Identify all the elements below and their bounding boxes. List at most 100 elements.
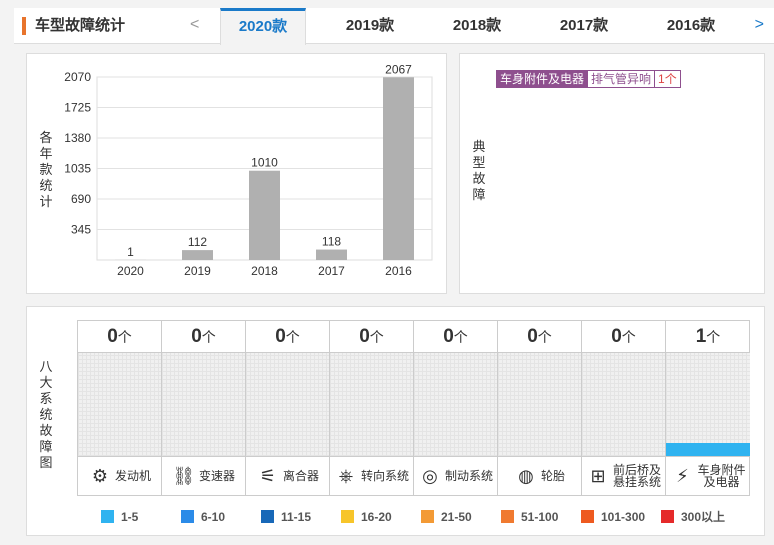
side-char: 图	[39, 455, 53, 470]
count-value: 0	[611, 326, 622, 347]
system-column[interactable]: 0个 ⎈ 转向系统	[330, 321, 414, 495]
side-char: 故	[472, 171, 486, 186]
data-label: 112	[188, 235, 207, 249]
eight-systems-panel: 八 大 系 统 故 障 图 0个 ⚙ 发动机 0个 ⛓ 变速器 0个 ⚟ 离合器 0个 ⎈ 转向系统 0…	[26, 306, 765, 536]
clutch-icon: ⚟	[259, 465, 277, 486]
legend: 1-5 6-10 11-15 16-20 21-50 51-100 101-300 300以上	[101, 508, 741, 525]
legend-item: 6-10	[181, 508, 261, 525]
system-name: 轮胎	[540, 469, 565, 483]
year-chart-side-label: 各 年 款 统 计	[38, 130, 54, 210]
data-label: 118	[322, 235, 341, 249]
system-column[interactable]: 0个 ⚟ 离合器	[246, 321, 330, 495]
system-column[interactable]: 0个 ⊞ 前后桥及 悬挂系统	[582, 321, 666, 495]
system-column[interactable]: 0个 ◎ 制动系统	[414, 321, 498, 495]
count-unit: 个	[453, 329, 468, 345]
system-count: 0个	[162, 321, 245, 353]
system-name: 发动机	[114, 469, 151, 483]
steering-wheel-icon: ⎈	[338, 465, 354, 486]
systems-grid: 0个 ⚙ 发动机 0个 ⛓ 变速器 0个 ⚟ 离合器 0个 ⎈ 转向系统 0个 ◎ 制动系统 0个 ◍ 轮胎 0个 ⊞…	[77, 320, 750, 496]
year-bar-chart: 345 690 1035 1380 1725 2070 1 2020 112 2019 1010 20…	[64, 62, 433, 278]
side-char: 障	[472, 187, 486, 202]
x-tick-label: 2020	[117, 264, 144, 278]
count-unit: 个	[285, 329, 300, 345]
data-label: 1010	[251, 156, 278, 170]
side-char: 八	[39, 359, 53, 374]
prev-arrow-icon[interactable]: <	[190, 16, 200, 33]
legend-label: 16-20	[361, 509, 392, 524]
tire-icon: ◍	[518, 465, 534, 486]
system-column[interactable]: 0个 ⚙ 发动机	[78, 321, 162, 495]
fault-stats-header: 车型故障统计 < 2020款 2019款 2018款 2017款 2016款 >	[14, 8, 774, 45]
legend-label: 300以上	[681, 510, 726, 524]
system-name-line: 前后桥及	[612, 463, 661, 477]
legend-swatch	[661, 510, 674, 523]
legend-label: 21-50	[441, 509, 472, 524]
legend-label: 51-100	[521, 509, 559, 524]
legend-item: 11-15	[261, 508, 341, 525]
legend-label: 6-10	[201, 509, 226, 524]
y-tick-label: 345	[71, 223, 91, 237]
system-bar-area	[162, 353, 245, 457]
system-bar-area	[78, 353, 161, 457]
legend-item: 300以上	[661, 508, 741, 525]
system-name-line: 悬挂系统	[612, 475, 661, 489]
system-name-line: 及电器	[703, 475, 740, 489]
x-tick-label: 2016	[385, 264, 412, 278]
system-column[interactable]: 0个 ⛓ 变速器	[162, 321, 246, 495]
count-unit: 个	[621, 329, 636, 345]
side-char: 大	[39, 375, 53, 390]
legend-swatch	[501, 510, 514, 523]
legend-swatch	[181, 510, 194, 523]
system-label: ⎈ 转向系统	[330, 457, 413, 495]
side-char: 年	[39, 146, 53, 161]
system-name-line: 车身附件	[697, 463, 746, 477]
tab-2020[interactable]: 2020款	[220, 8, 306, 45]
count-unit: 个	[201, 329, 216, 345]
bar-2019	[182, 250, 213, 260]
system-bar-area	[582, 353, 665, 457]
side-char: 典	[472, 139, 486, 154]
systems-side-label: 八 大 系 统 故 障 图	[38, 359, 54, 471]
side-char: 型	[472, 155, 486, 170]
system-bar-area	[246, 353, 329, 457]
system-bar-area	[414, 353, 497, 457]
side-char: 计	[39, 194, 53, 209]
tab-2016[interactable]: 2016款	[666, 17, 716, 34]
system-bar-area	[330, 353, 413, 457]
system-bar-area	[498, 353, 581, 457]
y-tick-label: 690	[71, 192, 91, 206]
system-column[interactable]: 1个 ⚡ 车身附件 及电器	[666, 321, 750, 495]
count-value: 1	[695, 326, 707, 347]
fault-count-tag: 1个	[655, 71, 680, 87]
count-unit: 个	[117, 329, 132, 345]
system-label: ⚡ 车身附件 及电器	[666, 457, 750, 495]
data-label: 1	[127, 245, 134, 259]
side-char: 统	[39, 407, 53, 422]
tab-2017[interactable]: 2017款	[559, 17, 609, 34]
side-char: 各	[39, 130, 53, 145]
fault-name-tag[interactable]: 排气管异响	[588, 71, 656, 87]
system-label: ⊞ 前后桥及 悬挂系统	[582, 457, 665, 495]
side-char: 障	[39, 439, 53, 454]
system-name: 车身附件 及电器	[697, 464, 745, 488]
system-count: 0个	[414, 321, 497, 353]
next-arrow-icon[interactable]: >	[754, 16, 764, 33]
tab-2018[interactable]: 2018款	[452, 17, 502, 34]
typical-faults-panel: 车身附件及电器 排气管异响 1个 典 型 故 障	[459, 53, 765, 294]
legend-item: 101-300	[581, 508, 661, 525]
system-count: 1个	[666, 321, 750, 353]
legend-label: 101-300	[601, 509, 646, 524]
legend-label: 1-5	[121, 509, 139, 524]
system-count: 0个	[582, 321, 665, 353]
legend-swatch	[101, 510, 114, 523]
system-column[interactable]: 0个 ◍ 轮胎	[498, 321, 582, 495]
system-name: 制动系统	[444, 469, 493, 483]
y-tick-label: 1035	[64, 162, 91, 176]
legend-item: 16-20	[341, 508, 421, 525]
fault-category-tag[interactable]: 车身附件及电器	[497, 71, 589, 87]
tab-2019[interactable]: 2019款	[345, 17, 395, 34]
system-fault-fill	[666, 443, 750, 456]
axle-icon: ⊞	[590, 465, 606, 486]
bar-2016	[383, 77, 414, 260]
count-value: 0	[191, 326, 202, 347]
